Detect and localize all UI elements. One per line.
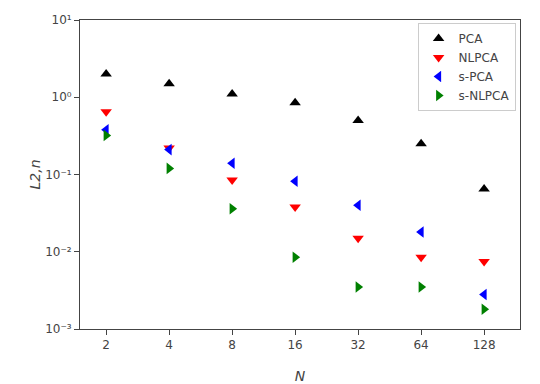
svg-text:10¹: 10¹ <box>52 13 72 27</box>
svg-text:L2,n: L2,n <box>27 159 43 189</box>
svg-text:NLPCA: NLPCA <box>459 51 499 65</box>
svg-text:128: 128 <box>473 338 496 352</box>
svg-text:2: 2 <box>102 338 110 352</box>
svg-text:10⁰: 10⁰ <box>52 90 72 104</box>
svg-text:s-NLPCA: s-NLPCA <box>459 89 510 103</box>
svg-text:10⁻²: 10⁻² <box>45 245 72 259</box>
svg-text:8: 8 <box>228 338 236 352</box>
svg-text:16: 16 <box>287 338 302 352</box>
svg-text:32: 32 <box>350 338 365 352</box>
svg-text:10⁻³: 10⁻³ <box>45 322 72 336</box>
svg-text:N: N <box>295 368 306 384</box>
svg-text:64: 64 <box>413 338 428 352</box>
svg-text:10⁻¹: 10⁻¹ <box>45 168 72 182</box>
svg-text:PCA: PCA <box>459 32 484 46</box>
svg-text:s-PCA: s-PCA <box>459 70 494 84</box>
svg-text:4: 4 <box>165 338 173 352</box>
